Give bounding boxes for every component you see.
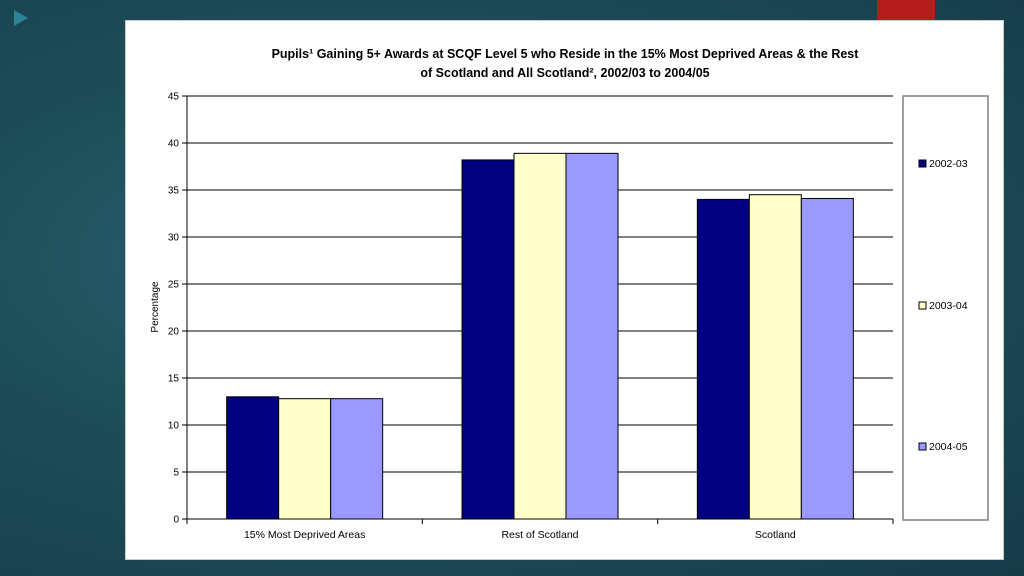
chart-title-line1: Pupils¹ Gaining 5+ Awards at SCQF Level … bbox=[272, 47, 860, 61]
bar-2002-03-0 bbox=[226, 396, 280, 520]
bar-2004-05-2 bbox=[800, 197, 854, 520]
x-tick-label: Scotland bbox=[755, 529, 796, 541]
legend-swatch-2003-04 bbox=[918, 301, 927, 310]
bar-2003-04-2 bbox=[748, 194, 802, 520]
y-tick-label: 40 bbox=[168, 139, 180, 150]
legend-label: 2002-03 bbox=[929, 158, 968, 170]
y-tick-label: 15 bbox=[168, 374, 180, 385]
y-axis-label: Percentage bbox=[150, 281, 161, 333]
slide-accent-bar bbox=[877, 0, 935, 20]
bar-2003-04-0 bbox=[278, 398, 332, 520]
legend-label: 2004-05 bbox=[929, 441, 968, 453]
y-tick-label: 45 bbox=[168, 92, 180, 103]
y-tick-label: 25 bbox=[168, 280, 180, 291]
y-tick-label: 20 bbox=[168, 327, 180, 338]
x-tick-label: 15% Most Deprived Areas bbox=[244, 529, 365, 541]
legend-box bbox=[902, 95, 989, 521]
x-tick-label: Rest of Scotland bbox=[501, 529, 578, 541]
y-tick-label: 35 bbox=[168, 186, 180, 197]
chart-panel: Pupils¹ Gaining 5+ Awards at SCQF Level … bbox=[125, 20, 1004, 560]
bar-2003-04-1 bbox=[513, 152, 567, 520]
bar-2002-03-2 bbox=[696, 198, 750, 520]
legend-swatch-2004-05 bbox=[918, 442, 927, 451]
bar-2004-05-1 bbox=[565, 152, 619, 520]
legend-swatch-2002-03 bbox=[918, 159, 927, 168]
bar-chart: Pupils¹ Gaining 5+ Awards at SCQF Level … bbox=[150, 47, 989, 541]
y-tick-label: 10 bbox=[168, 421, 180, 432]
y-tick-label: 5 bbox=[173, 468, 179, 479]
bar-2002-03-1 bbox=[461, 159, 515, 520]
y-tick-label: 30 bbox=[168, 233, 180, 244]
y-tick-label: 0 bbox=[173, 515, 179, 526]
chart-title-line2: of Scotland and All Scotland², 2002/03 t… bbox=[420, 66, 709, 80]
bar-2004-05-0 bbox=[330, 398, 384, 520]
legend-label: 2003-04 bbox=[929, 300, 968, 312]
slide-arrow-icon bbox=[14, 10, 28, 26]
